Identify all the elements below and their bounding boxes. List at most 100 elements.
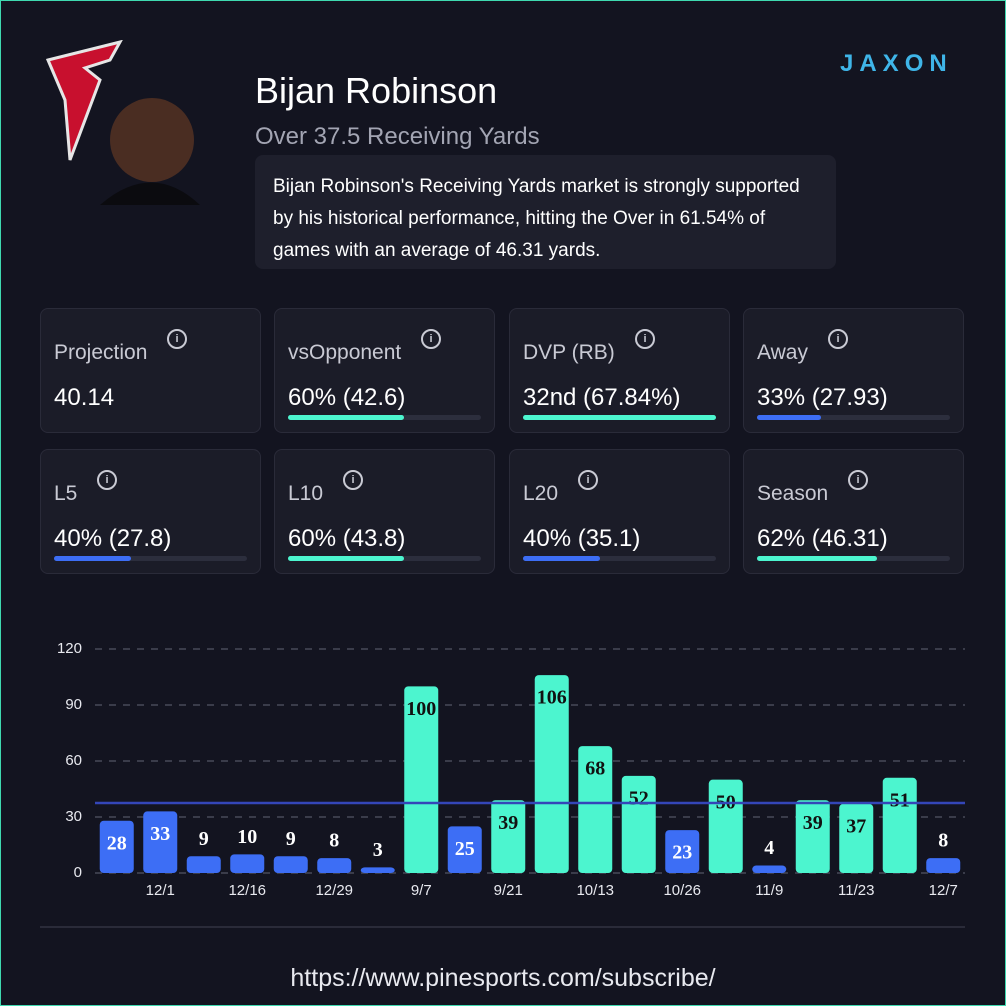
stat-card: DVP (RB) i 32nd (67.84%) [509, 308, 730, 433]
x-tick-label: 12/7 [929, 882, 958, 899]
value-label: 25 [455, 838, 475, 860]
value-label: 9 [199, 828, 209, 850]
progress-bar [54, 556, 132, 561]
bar [882, 777, 917, 873]
progress-track [523, 556, 716, 561]
stat-value: 32nd (67.84%) [523, 384, 681, 411]
stat-value: 40.14 [54, 384, 115, 411]
bar [273, 856, 308, 873]
bar [752, 865, 787, 873]
value-label: 33 [150, 823, 170, 845]
value-label: 52 [629, 788, 649, 810]
progress-track [757, 556, 950, 561]
player-image [45, 40, 200, 205]
x-tick-label: 12/29 [315, 882, 353, 899]
team-logo [45, 40, 123, 161]
bar [839, 803, 874, 873]
value-label: 39 [803, 812, 823, 834]
info-icon: i [97, 470, 117, 490]
stat-value: 62% (46.31) [757, 525, 888, 552]
x-tick-label: 12/16 [228, 882, 266, 899]
info-icon: i [343, 470, 363, 490]
value-label: 106 [537, 687, 567, 709]
brand-logo: JAXON [840, 50, 953, 77]
y-tick-label: 60 [65, 752, 82, 769]
summary: Bijan Robinson's Receiving Yards market … [255, 155, 836, 269]
y-tick-label: 30 [65, 808, 82, 825]
stat-card: Projection i 40.14 [40, 308, 261, 433]
stat-card: L5 i 40% (27.8) [40, 449, 261, 574]
progress-bar [523, 415, 716, 420]
value-label: 39 [498, 812, 518, 834]
bar [99, 820, 134, 873]
bar [621, 775, 656, 873]
x-tick-label: 10/13 [576, 882, 614, 899]
x-tick-label: 11/9 [755, 882, 783, 899]
info-icon: i [635, 329, 655, 349]
bar [404, 686, 439, 873]
stat-value: 60% (43.8) [288, 525, 406, 552]
stat-value: 33% (27.93) [757, 384, 888, 411]
value-label: 3 [373, 839, 383, 861]
bar [578, 746, 613, 873]
market: Over 37.5 Receiving Yards [255, 123, 540, 150]
stat-card: L20 i 40% (35.1) [509, 449, 730, 574]
value-label: 10 [237, 826, 257, 848]
bar [230, 854, 265, 873]
bar [795, 800, 830, 873]
progress-bar [288, 415, 404, 420]
x-tick-label: 9/21 [494, 882, 523, 899]
stat-label: Away [757, 341, 808, 364]
headshot [110, 98, 194, 182]
x-tick-label: 10/26 [663, 882, 701, 899]
stat-label: Season [757, 482, 829, 505]
value-label: 68 [585, 758, 605, 780]
y-tick-label: 90 [65, 696, 82, 713]
bar [926, 858, 961, 873]
value-label: 4 [764, 837, 774, 859]
chart: 0 30 60 90 120 28 12/1 33 9 12/16 10 9 12/29 8 3 9/7 100… [40, 640, 965, 928]
info-icon: i [828, 329, 848, 349]
progress-track [523, 415, 716, 420]
stat-label: vsOpponent [288, 341, 402, 364]
stat-value: 60% (42.6) [288, 384, 406, 411]
stat-card: L10 i 60% (43.8) [274, 449, 495, 574]
info-icon: i [848, 470, 868, 490]
bar [447, 826, 482, 873]
bar [186, 856, 221, 873]
stat-label: L10 [288, 482, 324, 505]
stat-label: Projection [54, 341, 148, 364]
value-label: 28 [107, 832, 127, 854]
progress-bar [757, 556, 877, 561]
stat-value: 40% (27.8) [54, 525, 172, 552]
bar [665, 830, 700, 873]
stat-value: 40% (35.1) [523, 525, 641, 552]
progress-track [288, 415, 481, 420]
x-tick-label: 12/1 [146, 882, 175, 899]
value-label: 100 [406, 698, 436, 720]
progress-track [288, 556, 481, 561]
footer-url[interactable]: https://www.pinesports.com/subscribe/ [290, 964, 716, 992]
stat-label: L5 [54, 482, 78, 505]
value-label: 23 [672, 842, 692, 864]
value-label: 37 [846, 816, 866, 838]
bar [491, 800, 526, 873]
progress-bar [523, 556, 601, 561]
progress-bar [757, 415, 821, 420]
shirt [100, 182, 200, 205]
bar [360, 867, 395, 873]
y-tick-label: 120 [57, 640, 82, 657]
stat-card: Season i 62% (46.31) [743, 449, 964, 574]
value-label: 9 [286, 828, 296, 850]
info-icon: i [167, 329, 187, 349]
progress-bar [288, 556, 404, 561]
stat-label: L20 [523, 482, 559, 505]
value-label: 8 [938, 830, 948, 852]
x-tick-label: 11/23 [838, 882, 874, 899]
player-name: Bijan Robinson [255, 70, 498, 111]
stat-label: DVP (RB) [523, 341, 615, 364]
x-tick-label: 9/7 [411, 882, 432, 899]
value-label: 8 [329, 830, 339, 852]
bar [534, 675, 569, 873]
